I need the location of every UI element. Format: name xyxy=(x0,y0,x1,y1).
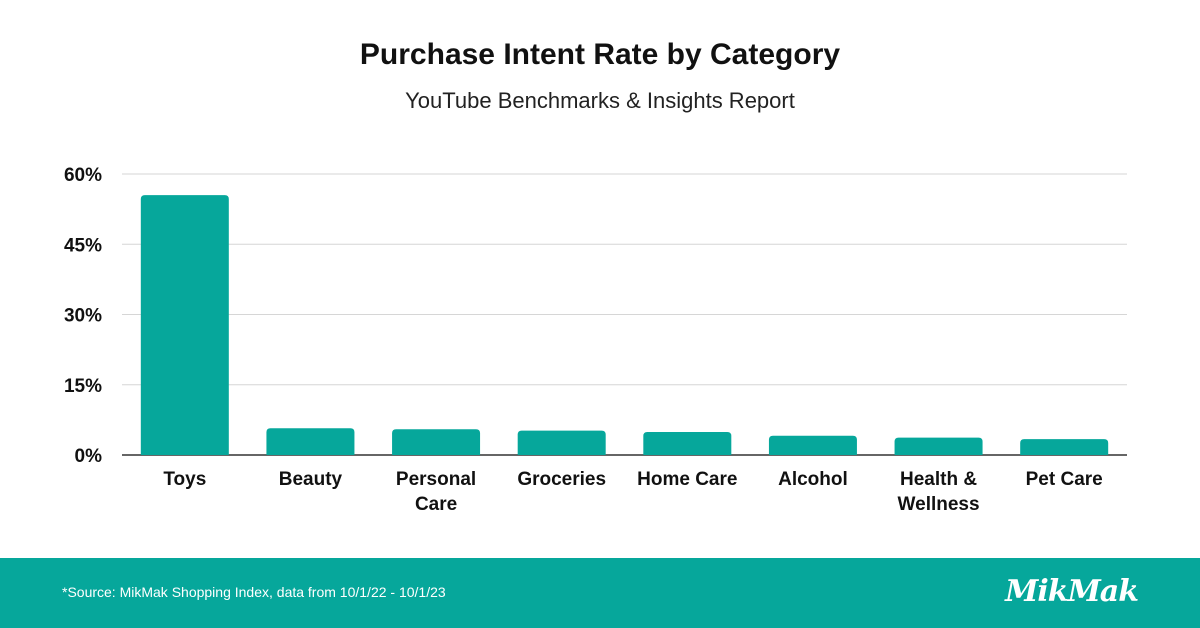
y-tick-label: 15% xyxy=(64,376,102,397)
bar xyxy=(768,435,857,455)
x-tick-label: Beauty xyxy=(279,469,343,490)
x-tick-label: Groceries xyxy=(517,469,606,490)
bar xyxy=(392,429,481,455)
source-note: *Source: MikMak Shopping Index, data fro… xyxy=(62,584,446,600)
bar xyxy=(1020,439,1109,455)
x-tick-label: Care xyxy=(415,494,457,515)
bar xyxy=(643,432,732,455)
chart-subtitle: YouTube Benchmarks & Insights Report xyxy=(405,88,795,113)
y-tick-label: 0% xyxy=(75,446,103,467)
chart-title: Purchase Intent Rate by Category xyxy=(359,38,841,71)
y-tick-label: 30% xyxy=(64,306,102,327)
x-tick-label: Home Care xyxy=(637,469,737,490)
y-tick-label: 45% xyxy=(64,235,102,256)
bar xyxy=(517,430,606,455)
footer-bar: *Source: MikMak Shopping Index, data fro… xyxy=(0,558,1200,628)
x-tick-label: Personal xyxy=(396,469,476,490)
bar xyxy=(266,428,355,455)
x-tick-label: Toys xyxy=(163,469,206,490)
x-tick-label: Pet Care xyxy=(1026,469,1103,490)
x-tick-label: Health & xyxy=(900,469,977,490)
bar xyxy=(894,437,983,455)
y-tick-label: 60% xyxy=(64,165,102,186)
mikmak-logo: MikMak xyxy=(1005,574,1139,609)
bar xyxy=(140,195,229,455)
x-tick-label: Alcohol xyxy=(778,469,848,490)
x-tick-label: Wellness xyxy=(898,494,980,515)
